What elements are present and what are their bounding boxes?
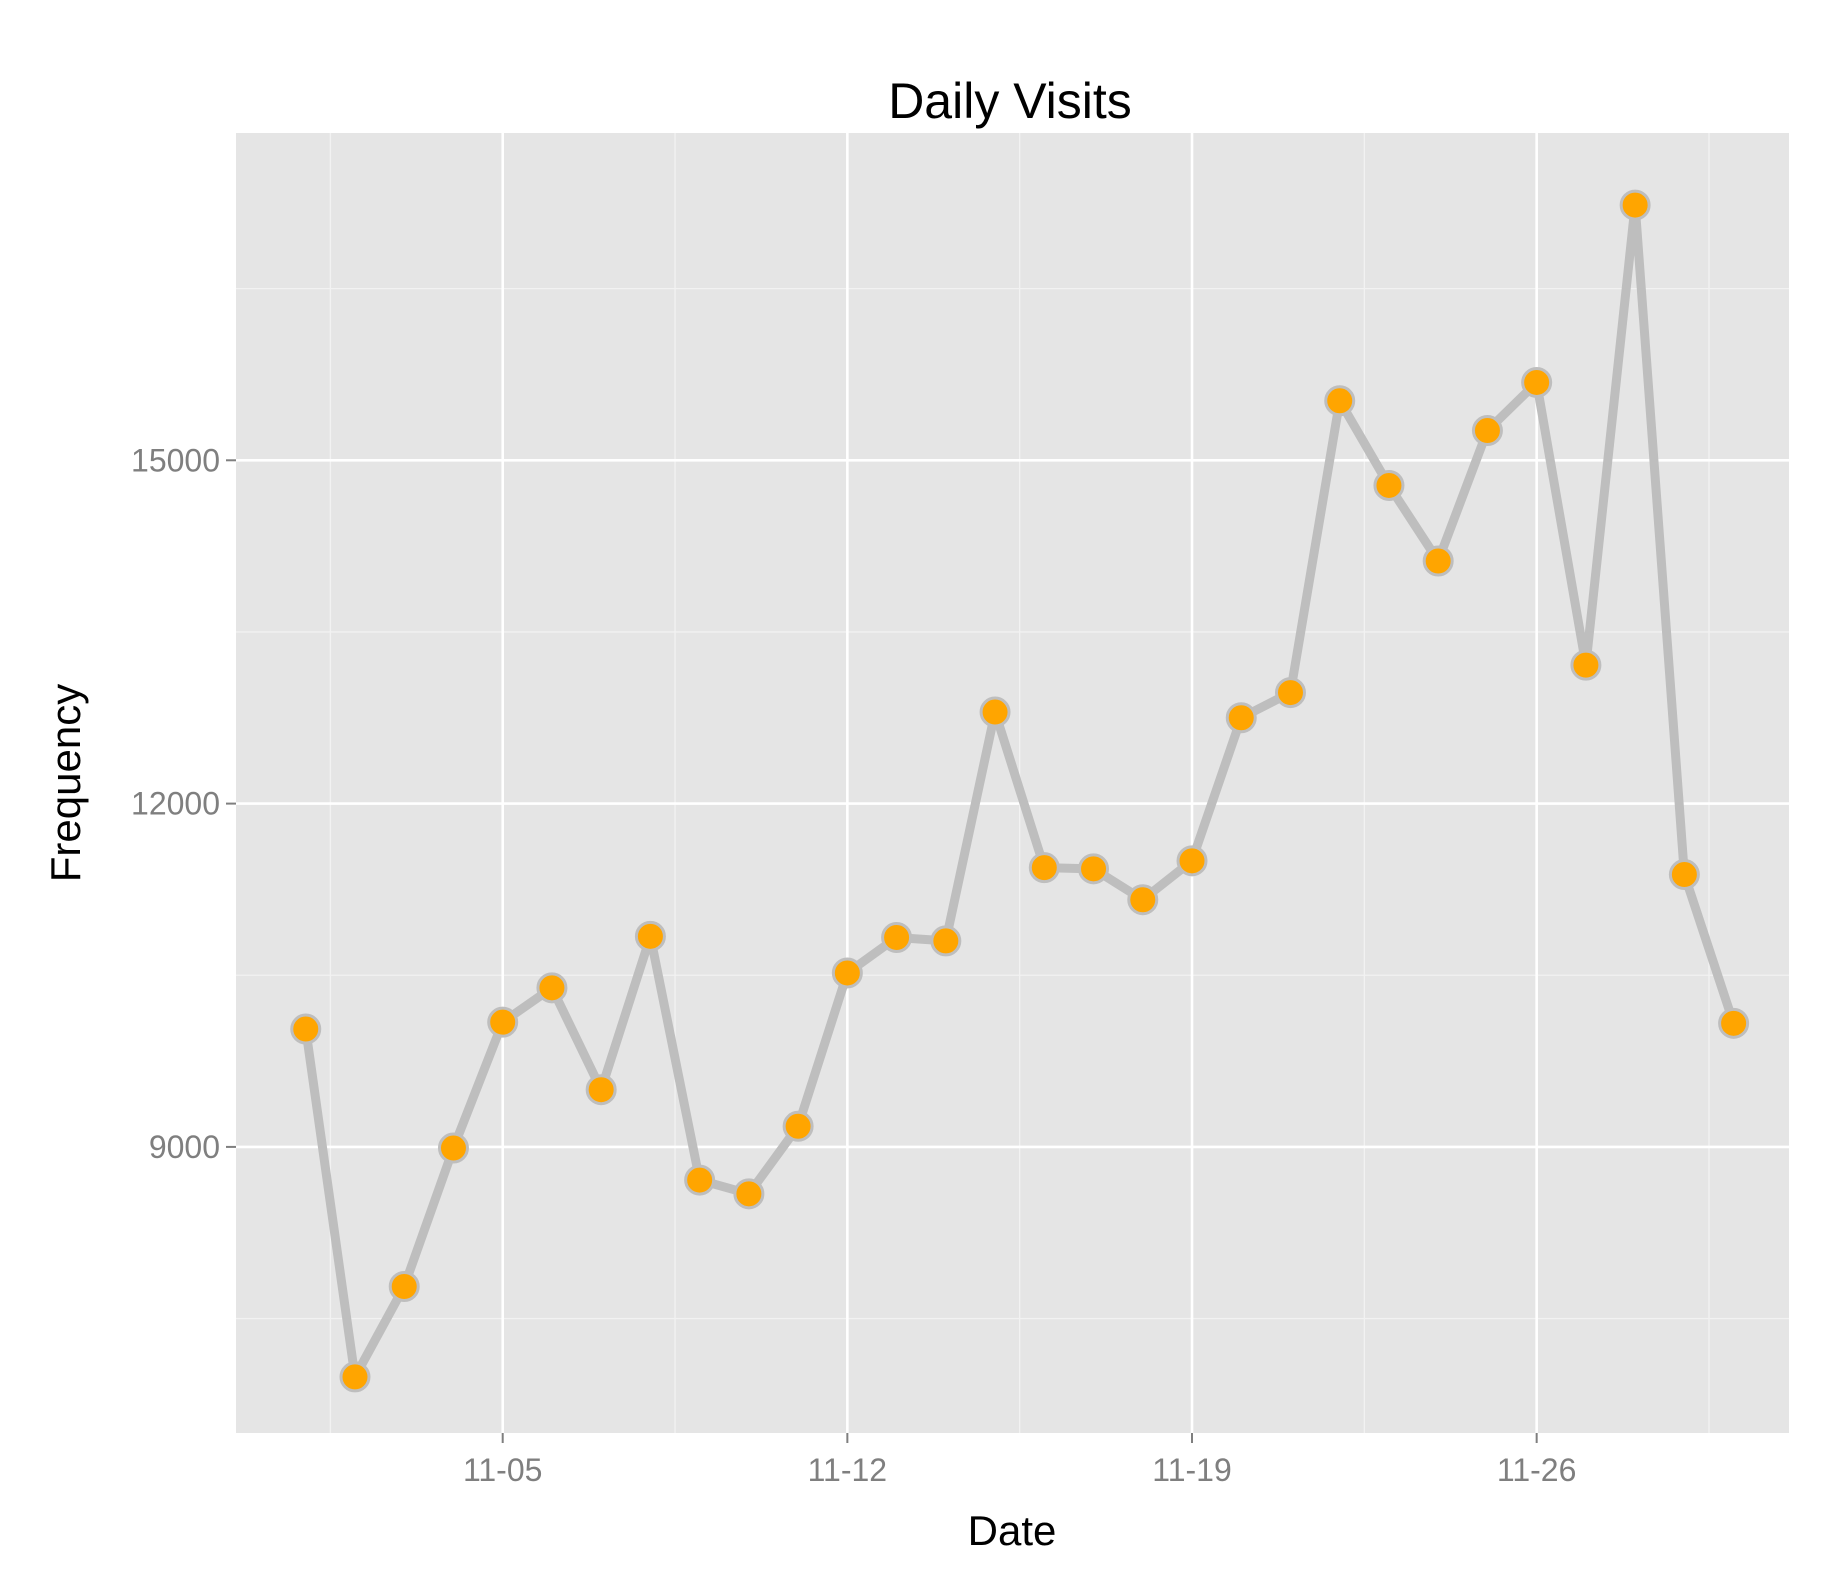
data-point [1225,702,1257,734]
data-point [684,1164,716,1196]
chart-title: Daily Visits [888,73,1132,129]
data-point [881,921,913,953]
data-point [487,1006,519,1038]
x-tick-label: 11-26 [1497,1452,1576,1488]
data-point [339,1361,371,1393]
data-point [1422,545,1454,577]
data-point [1668,859,1700,891]
data-point [1274,677,1306,709]
data-point [1028,852,1060,884]
x-tick-label: 11-12 [808,1452,887,1488]
data-point [1324,385,1356,417]
data-point [782,1110,814,1142]
minor-gridlines [236,133,1789,1433]
x-axis: 11-05 11-12 11-19 11-26 [463,1433,1576,1488]
data-point [930,925,962,957]
data-point [1718,1007,1750,1039]
data-point [1570,649,1602,681]
data-points [290,189,1750,1393]
y-tick-label: 9000 [149,1129,220,1165]
data-point [979,696,1011,728]
data-point [536,972,568,1004]
data-point [1078,853,1110,885]
data-point [1373,469,1405,501]
data-point [585,1074,617,1106]
x-axis-title: Date [968,1507,1057,1554]
x-tick-label: 11-19 [1152,1452,1231,1488]
data-point [733,1178,765,1210]
x-tick-label: 11-05 [463,1452,542,1488]
data-point [1521,366,1553,398]
y-tick-label: 15000 [131,442,220,478]
data-point [1176,845,1208,877]
data-point [831,957,863,989]
data-point [634,920,666,952]
data-point [388,1271,420,1303]
major-gridlines [236,133,1789,1433]
data-point [290,1013,322,1045]
data-point [1127,884,1159,916]
data-point [437,1132,469,1164]
y-axis: 9000 12000 15000 [131,442,236,1165]
plot-panel [236,133,1789,1433]
y-tick-label: 12000 [131,786,220,822]
data-point [1471,415,1503,447]
data-point [1619,189,1651,221]
y-axis-title: Frequency [42,684,89,882]
